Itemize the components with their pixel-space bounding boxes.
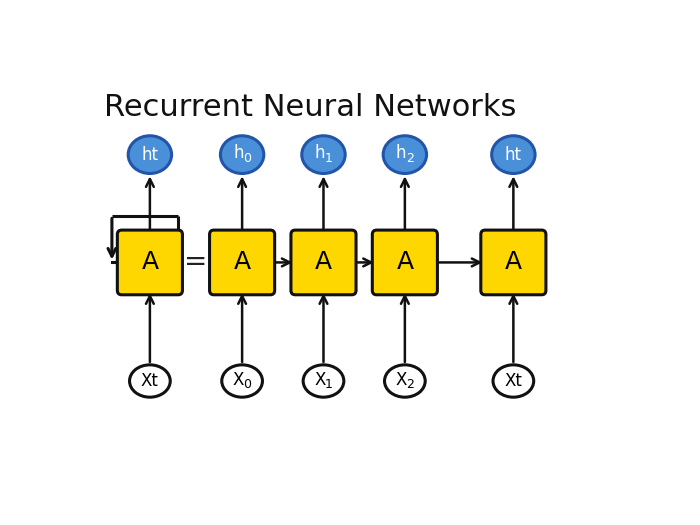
Text: h: h <box>395 144 406 162</box>
Text: Xt: Xt <box>505 372 522 390</box>
Ellipse shape <box>491 136 535 173</box>
Text: X: X <box>395 371 407 389</box>
Ellipse shape <box>303 365 344 397</box>
FancyBboxPatch shape <box>372 230 438 295</box>
FancyBboxPatch shape <box>118 230 183 295</box>
FancyBboxPatch shape <box>481 230 546 295</box>
Text: 2: 2 <box>406 152 414 165</box>
Text: Xt: Xt <box>141 372 159 390</box>
Text: A: A <box>141 250 158 275</box>
Text: A: A <box>505 250 522 275</box>
Text: ht: ht <box>505 145 522 164</box>
Ellipse shape <box>493 365 533 397</box>
Text: ht: ht <box>141 145 158 164</box>
Text: 2: 2 <box>406 379 414 391</box>
Text: 0: 0 <box>244 152 251 165</box>
Text: X: X <box>314 371 326 389</box>
Ellipse shape <box>220 136 264 173</box>
FancyBboxPatch shape <box>291 230 356 295</box>
Text: A: A <box>234 250 251 275</box>
Text: h: h <box>233 144 244 162</box>
Text: h: h <box>314 144 325 162</box>
Ellipse shape <box>302 136 345 173</box>
Ellipse shape <box>222 365 262 397</box>
Text: Recurrent Neural Networks: Recurrent Neural Networks <box>104 92 516 122</box>
Text: X: X <box>232 371 244 389</box>
Text: =: = <box>184 248 208 277</box>
Ellipse shape <box>384 365 425 397</box>
FancyBboxPatch shape <box>209 230 274 295</box>
Text: A: A <box>396 250 414 275</box>
Text: 1: 1 <box>325 152 333 165</box>
Text: 1: 1 <box>325 379 333 391</box>
Ellipse shape <box>130 365 170 397</box>
Ellipse shape <box>128 136 172 173</box>
Text: A: A <box>315 250 332 275</box>
Ellipse shape <box>383 136 426 173</box>
Text: 0: 0 <box>244 379 251 391</box>
